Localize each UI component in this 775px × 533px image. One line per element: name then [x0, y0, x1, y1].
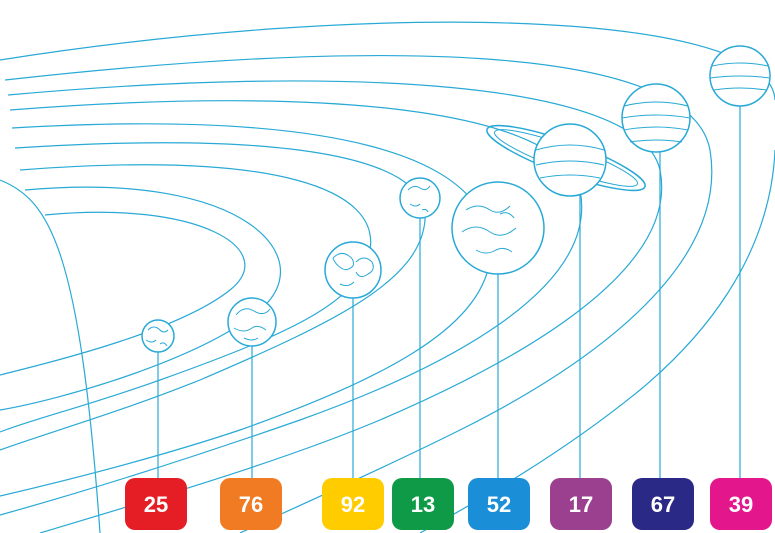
orbit-line	[0, 142, 426, 451]
orbit-line	[0, 211, 246, 376]
orbit-line	[4, 54, 713, 533]
planets	[141, 45, 771, 353]
tile-jupiter: 52	[468, 478, 530, 530]
tile-venus: 76	[220, 478, 282, 530]
jupiter-icon	[451, 181, 545, 275]
stems	[157, 102, 741, 480]
earth-icon	[324, 241, 382, 299]
saturn-icon	[486, 123, 646, 197]
tile-venus-number: 76	[239, 492, 263, 517]
orbit-line	[0, 123, 491, 497]
tile-mercury-number: 25	[144, 492, 168, 517]
orbit-line	[7, 80, 663, 533]
tile-mercury: 25	[125, 478, 187, 530]
tile-earth-number: 92	[341, 492, 365, 517]
mercury-icon	[141, 319, 175, 353]
neptune-icon	[709, 45, 771, 107]
venus-icon	[227, 297, 277, 347]
orbit-line	[0, 186, 282, 411]
orbit-line	[0, 100, 583, 516]
uranus-icon	[621, 83, 691, 153]
tile-uranus-number: 67	[651, 492, 675, 517]
tile-neptune-number: 39	[729, 492, 753, 517]
tile-saturn: 17	[550, 478, 612, 530]
tile-mars: 13	[392, 478, 454, 530]
tile-mars-number: 13	[411, 492, 435, 517]
tile-jupiter-number: 52	[487, 492, 511, 517]
orbit-line	[0, 179, 101, 533]
tile-earth: 92	[322, 478, 384, 530]
tile-saturn-number: 17	[569, 492, 593, 517]
tile-neptune: 39	[710, 478, 772, 530]
mars-icon	[399, 177, 441, 219]
number-tiles: 25 76 92 13 52 17 67 39	[125, 478, 772, 530]
tile-uranus: 67	[632, 478, 694, 530]
orbit-line	[0, 164, 372, 433]
